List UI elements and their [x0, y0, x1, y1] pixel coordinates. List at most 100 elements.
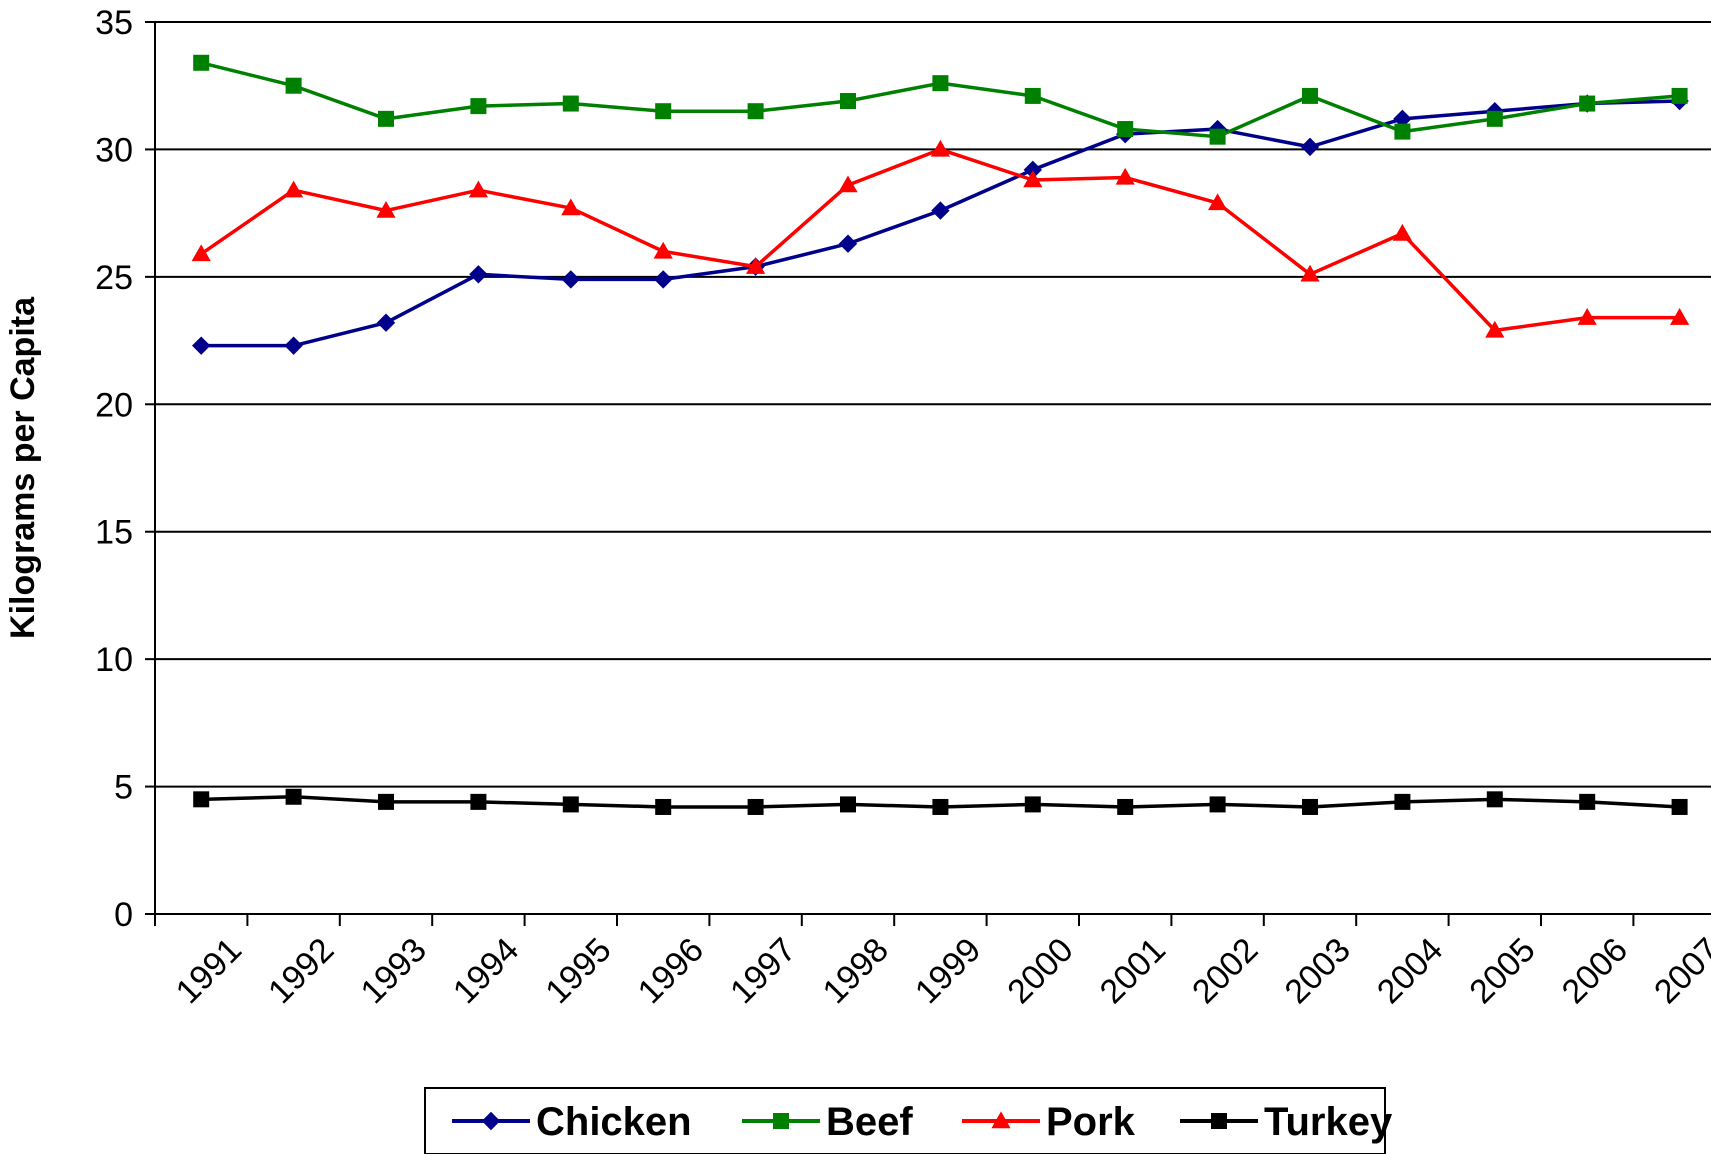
data-point-pork [561, 198, 581, 216]
x-tick-label: 1993 [354, 931, 434, 1011]
x-tick-label: 1997 [723, 931, 803, 1011]
data-point-turkey [840, 796, 856, 813]
x-tick-label: 1999 [908, 931, 988, 1011]
legend: Chicken Beef Pork Turkey [424, 1087, 1393, 1154]
y-tick-label: 20 [95, 386, 133, 424]
data-point-turkey [470, 793, 487, 810]
data-point-beef [1579, 95, 1596, 112]
legend-item-pork: Pork [962, 1100, 1136, 1144]
data-point-pork [1300, 264, 1320, 282]
data-point-beef [1486, 110, 1503, 127]
data-point-beef [840, 93, 856, 110]
data-point-beef [470, 98, 487, 115]
x-tick-label: 2005 [1462, 931, 1542, 1011]
data-point-turkey [1209, 796, 1226, 813]
series-line-chicken [201, 99, 1680, 348]
data-point-beef [1394, 123, 1411, 140]
y-tick-label: 10 [95, 641, 133, 679]
data-point-pork [1023, 170, 1043, 188]
data-point-pork [1577, 308, 1597, 325]
data-point-chicken [192, 336, 211, 355]
data-point-turkey [1671, 798, 1688, 815]
data-point-beef [1024, 87, 1041, 104]
data-point-turkey [285, 788, 302, 805]
data-point-turkey [1024, 796, 1041, 813]
gridlines [155, 21, 1711, 788]
data-point-turkey [1302, 798, 1318, 815]
data-point-pork [653, 241, 673, 259]
data-point-chicken [561, 270, 580, 289]
legend-label-turkey: Turkey [1264, 1100, 1393, 1144]
data-point-beef [1302, 87, 1318, 104]
data-point-chicken [284, 336, 303, 355]
y-axis-ticks: 0 5 10 15 20 25 30 35 [95, 4, 155, 934]
y-tick-label: 35 [95, 4, 133, 42]
data-point-pork [1208, 193, 1228, 211]
legend-marker-chicken [481, 1111, 501, 1131]
legend-label-pork: Pork [1046, 1100, 1136, 1144]
legend-label-chicken: Chicken [536, 1100, 692, 1144]
x-tick-label: 1998 [816, 931, 896, 1011]
x-tick-label: 1991 [169, 931, 249, 1011]
series-line-beef [200, 61, 1680, 139]
data-point-turkey [1486, 791, 1503, 808]
legend-label-beef: Beef [826, 1100, 913, 1144]
data-point-beef [1671, 87, 1688, 104]
series-chicken [192, 91, 1689, 355]
data-point-beef [1117, 121, 1134, 138]
y-axis-title: Kilograms per Capita [4, 296, 42, 639]
x-tick-label: 1995 [538, 931, 618, 1011]
x-tick-label: 2000 [1000, 931, 1080, 1011]
data-point-turkey [378, 793, 394, 810]
data-point-beef [285, 77, 302, 94]
data-point-turkey [747, 798, 764, 815]
data-point-beef [932, 75, 949, 92]
data-point-pork [468, 180, 488, 198]
x-tick-label: 2007 [1647, 931, 1711, 1011]
series-turkey [193, 788, 1688, 815]
x-tick-label: 2001 [1093, 931, 1173, 1011]
data-point-chicken [376, 313, 396, 332]
data-point-beef [378, 110, 394, 127]
data-point-turkey [562, 796, 579, 813]
data-point-turkey [932, 798, 949, 815]
legend-item-beef: Beef [742, 1100, 913, 1144]
data-point-chicken [1300, 137, 1320, 157]
x-tick-label: 2004 [1370, 931, 1450, 1011]
data-point-turkey [1579, 793, 1596, 810]
data-point-pork [376, 200, 396, 218]
data-point-pork [1670, 308, 1690, 325]
data-point-turkey [655, 798, 672, 815]
y-tick-label: 15 [95, 514, 133, 552]
legend-item-chicken: Chicken [452, 1100, 692, 1144]
data-point-turkey [1117, 798, 1134, 815]
data-point-beef [562, 95, 579, 112]
x-tick-label: 2003 [1278, 931, 1358, 1011]
data-point-beef [655, 103, 672, 120]
data-point-chicken [654, 270, 673, 289]
x-axis-ticks: 1991 1992 1993 1994 1995 1996 1997 1998 1999 2000… [154, 914, 1711, 1011]
data-point-beef [1209, 128, 1226, 145]
legend-marker-beef [773, 1113, 789, 1129]
data-point-chicken [931, 201, 950, 220]
data-point-pork [191, 244, 211, 262]
x-tick-label: 1996 [631, 931, 711, 1011]
x-tick-label: 2002 [1185, 931, 1265, 1011]
data-point-chicken [1393, 109, 1412, 129]
y-tick-label: 0 [114, 896, 133, 934]
y-tick-label: 5 [114, 769, 133, 807]
data-point-pork [1392, 223, 1412, 241]
axes [154, 22, 1711, 915]
y-tick-label: 25 [95, 259, 133, 297]
series-pork [191, 139, 1690, 338]
data-point-pork [746, 257, 766, 274]
legend-item-turkey: Turkey [1180, 1100, 1393, 1144]
x-tick-label: 1994 [446, 931, 526, 1011]
data-point-chicken [469, 265, 488, 284]
data-point-turkey [1394, 793, 1411, 810]
data-point-pork [838, 175, 858, 193]
series-beef [193, 54, 1688, 145]
y-tick-label: 30 [95, 131, 133, 169]
series-layer [191, 54, 1690, 815]
